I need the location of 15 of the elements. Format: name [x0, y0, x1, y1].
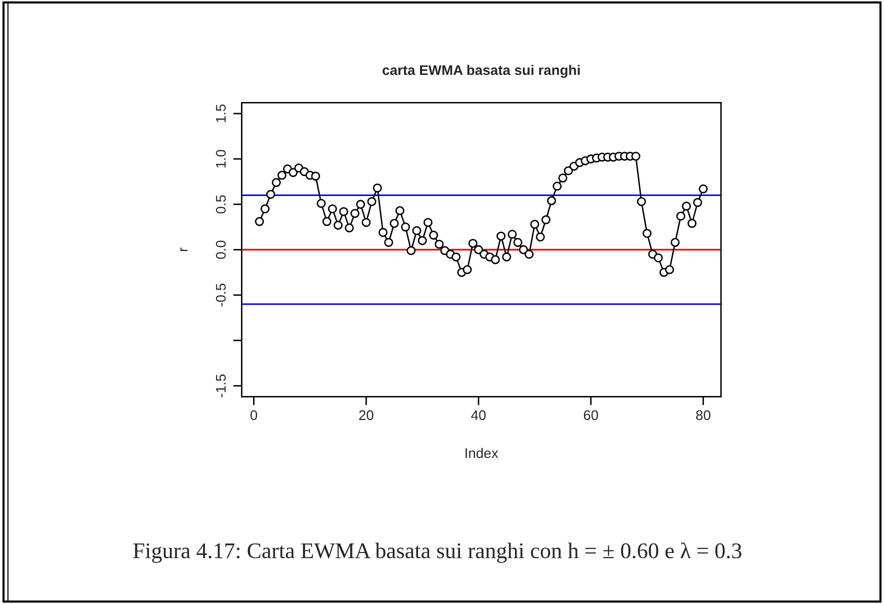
- x-axis-title: Index: [466, 448, 498, 458]
- y-tick-label: -0.5: [216, 284, 226, 306]
- x-tick-label: 40: [471, 410, 486, 420]
- x-tick-label: 0: [250, 410, 258, 420]
- x-tick-label: 20: [359, 410, 374, 420]
- y-tick-label: 0.0: [216, 240, 226, 259]
- y-tick-label: 1.5: [216, 104, 226, 122]
- y-axis-title: r: [180, 248, 188, 252]
- y-tick-label: 0.5: [216, 195, 226, 214]
- y-tick-label: -1.5: [216, 374, 226, 398]
- x-tick-label: 60: [584, 410, 598, 420]
- x-tick-label: 80: [696, 410, 710, 420]
- chart-title: carta EWMA basata sui ranghi: [382, 64, 580, 78]
- y-tick-label: 1.0: [216, 150, 226, 168]
- text: Figura 4.17: Carta EWMA basata sui ranghi con h = ± 0.60 e λ = 0.3: [133, 542, 742, 563]
